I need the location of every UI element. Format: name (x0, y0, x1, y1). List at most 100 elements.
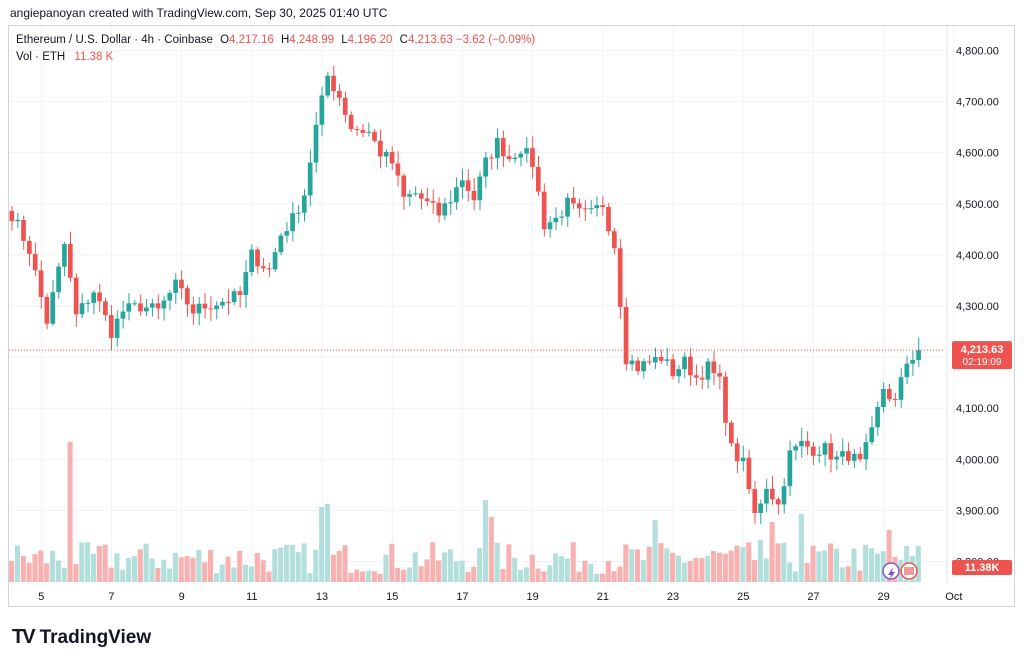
ohlc-high: H4,248.99 (277, 34, 334, 46)
ohlc-close-value: 4,213.63 (407, 34, 453, 46)
candle-body (383, 151, 389, 157)
volume-bar (406, 567, 412, 582)
candle-body (167, 292, 173, 301)
volume-bar (576, 571, 582, 582)
volume-bar (260, 560, 266, 582)
candle-body (775, 499, 781, 505)
candle-body (184, 288, 190, 305)
volume-bar (272, 549, 278, 582)
volume-bar (348, 572, 354, 582)
symbol-title[interactable]: Ethereum / U.S. Dollar · 4h · Coinbase (16, 34, 213, 46)
candle-body (325, 75, 331, 96)
volume-bar (96, 546, 102, 582)
candle-body (243, 272, 249, 295)
candle-body (617, 248, 623, 307)
candle-body (114, 318, 120, 338)
candle-body (606, 206, 611, 232)
legend-volume-row: Vol · ETH 11.38 K (16, 49, 535, 66)
candle-body (38, 270, 44, 298)
volume-bar (447, 549, 453, 582)
ohlc-low-label: L (341, 34, 348, 46)
volume-label[interactable]: Vol · ETH (16, 51, 66, 63)
volume-bar (248, 566, 254, 582)
volume-value: 11.38 K (74, 51, 114, 63)
candle-body (413, 193, 418, 195)
candle-body (758, 503, 763, 513)
candle-body (682, 356, 687, 370)
candle-body (255, 249, 260, 267)
ohlc-high-label: H (280, 34, 290, 46)
volume-bar (787, 562, 793, 582)
volume-bar (711, 550, 717, 582)
candle-body (301, 195, 307, 213)
candle-body (658, 356, 664, 361)
volume-bar (143, 543, 149, 582)
candle-body (44, 297, 50, 324)
volume-bar (313, 549, 319, 582)
volume-bar (640, 560, 646, 582)
candle-body (524, 148, 529, 154)
volume-bar (857, 570, 863, 582)
candle-body (910, 359, 916, 364)
volume-bar (266, 571, 272, 582)
volume-bar (219, 564, 225, 582)
volume-bar (792, 571, 799, 582)
candle-body (103, 301, 108, 316)
volume-bar (202, 562, 208, 582)
x-tick-label: 11 (246, 591, 257, 603)
tradingview-logo-icon: TV (12, 626, 36, 648)
candle-body (348, 114, 354, 130)
volume-bar (775, 543, 781, 582)
candle-body (237, 291, 243, 295)
last-volume-label: 11.38K (965, 562, 1000, 574)
candle-body (342, 97, 348, 115)
candle-body (828, 443, 834, 460)
price-chart[interactable]: 3,800.003,900.004,000.004,100.004,200.00… (0, 0, 1024, 610)
volume-bar (55, 560, 61, 582)
volume-bar (225, 556, 231, 582)
candle-body (904, 363, 910, 378)
volume-bar (178, 557, 184, 582)
candle-body (588, 208, 594, 210)
y-tick-label: 3,900.00 (956, 505, 999, 517)
candle-body (424, 198, 430, 202)
volume-bar (14, 545, 20, 582)
candle-body (576, 203, 582, 209)
volume-bar (126, 558, 132, 582)
volume-bar (728, 550, 734, 582)
candle-body (307, 162, 313, 196)
candle-body (249, 249, 254, 273)
volume-bar (471, 566, 477, 582)
candle-body (881, 388, 886, 407)
candle-body (781, 486, 787, 505)
tradingview-logo[interactable]: TV TradingView (12, 626, 151, 649)
volume-bar (558, 556, 565, 582)
volume-bar (360, 571, 366, 582)
x-tick-label: 25 (737, 591, 749, 603)
volume-bar (161, 559, 167, 582)
volume-bar (570, 542, 576, 582)
candle-body (740, 457, 746, 462)
volume-bar (553, 553, 559, 582)
candle-body (705, 361, 711, 380)
candle-body (734, 443, 740, 462)
volume-bar (9, 561, 15, 582)
flag-icon (904, 567, 914, 575)
candle-body (459, 180, 465, 188)
candle-body (196, 303, 202, 314)
volume-bar (172, 552, 178, 582)
candle-body (442, 203, 448, 216)
candle-body (711, 361, 717, 374)
volume-bar (44, 563, 50, 582)
candle-body (600, 205, 605, 207)
candle-body (746, 457, 752, 490)
volume-bar (342, 545, 348, 582)
candle-body (354, 129, 360, 131)
candle-body (805, 440, 810, 447)
volume-bar (418, 566, 424, 582)
volume-bar (839, 567, 845, 582)
ohlc-low: L4,196.20 (337, 34, 392, 46)
candle-body (670, 359, 676, 377)
volume-bar (810, 545, 816, 582)
candle-body (389, 151, 395, 164)
